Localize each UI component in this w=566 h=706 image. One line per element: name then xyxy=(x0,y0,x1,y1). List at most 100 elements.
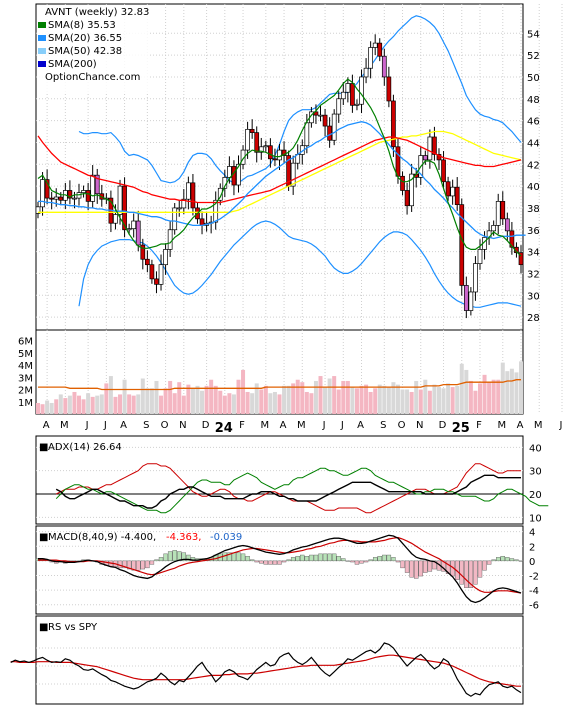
volume-bar xyxy=(227,393,232,414)
candle-body xyxy=(154,278,159,285)
volume-bar xyxy=(245,391,250,414)
chart-credit: OptionChance.com xyxy=(45,72,140,83)
volume-tick-label: 4M xyxy=(18,361,33,372)
candle-body xyxy=(404,190,410,207)
candle-body xyxy=(58,196,64,201)
volume-average-line xyxy=(38,379,521,391)
macd-tick-label: 4 xyxy=(529,528,535,539)
candle-body xyxy=(463,285,469,311)
volume-bar xyxy=(272,391,277,414)
candle-body xyxy=(350,83,355,106)
volume-bar xyxy=(200,390,205,414)
macd-histogram-bar xyxy=(277,560,282,565)
volume-bar xyxy=(364,384,369,414)
macd-histogram-bar xyxy=(482,560,487,571)
time-axis-label: J xyxy=(85,420,89,431)
adx-tick-label: 20 xyxy=(529,490,542,501)
candle-body xyxy=(441,159,446,183)
time-axis-label: A xyxy=(517,420,524,431)
volume-bar xyxy=(373,388,378,414)
volume-bar xyxy=(67,395,72,414)
price-tick-label: 28 xyxy=(527,313,540,324)
volume-bar xyxy=(427,390,432,414)
volume-bar xyxy=(127,394,132,414)
time-axis-label: F xyxy=(239,420,245,431)
macd-tick-label: -4 xyxy=(529,586,539,597)
macd-value-blue: -0.039 xyxy=(210,532,242,543)
adx-line xyxy=(55,474,521,509)
volume-bar xyxy=(40,404,45,414)
volume-tick-label: 5M xyxy=(18,349,33,360)
candle-body xyxy=(427,136,433,161)
time-axis-label: 25 xyxy=(452,421,470,436)
macd-histogram-bar xyxy=(409,560,414,578)
candle-body xyxy=(368,47,373,69)
volume-bar xyxy=(186,384,191,414)
candle-body xyxy=(327,125,332,141)
adx-panel: 10 20 30 40 ■ ADX(14) 26.64 xyxy=(35,435,549,525)
macd-histogram-bar xyxy=(331,553,337,562)
time-axis-label: J xyxy=(322,420,326,431)
candle-body xyxy=(190,182,196,209)
candle-body xyxy=(81,190,86,194)
volume-bar xyxy=(131,395,136,414)
candle-body xyxy=(445,181,451,197)
time-axis-label: O xyxy=(161,420,169,431)
price-tick-label: 32 xyxy=(527,269,540,280)
volume-bar xyxy=(496,379,501,414)
macd-histogram-bar xyxy=(336,555,341,562)
volume-bar xyxy=(268,393,273,414)
macd-histogram-bar xyxy=(163,553,168,562)
time-axis-label: A xyxy=(357,420,364,431)
macd-histogram-bar xyxy=(249,559,255,562)
adx-legend-swatch: ■ xyxy=(39,442,48,453)
macd-histogram-bar xyxy=(500,555,505,562)
volume-bar xyxy=(350,387,355,414)
macd-histogram-bar xyxy=(300,554,305,562)
candle-body xyxy=(359,76,364,105)
macd-histogram-bar xyxy=(509,558,515,562)
macd-histogram xyxy=(35,550,524,588)
volume-bar xyxy=(323,387,328,414)
candle-body xyxy=(113,214,118,224)
macd-histogram-bar xyxy=(377,555,382,562)
candle-body xyxy=(94,174,100,195)
candle-body xyxy=(509,230,515,248)
macd-tick-label: -2 xyxy=(529,571,539,582)
macd-histogram-bar xyxy=(304,555,310,562)
candle-body xyxy=(281,149,287,156)
volume-bar xyxy=(190,388,195,414)
candle-body xyxy=(363,67,369,78)
volume-bar xyxy=(286,385,291,414)
volume-bar xyxy=(336,389,341,414)
candle-body xyxy=(500,201,506,220)
candle-body xyxy=(176,207,182,210)
volume-bar xyxy=(282,385,287,414)
volume-bar xyxy=(49,402,54,414)
volume-bar xyxy=(204,385,209,414)
macd-histogram-bar xyxy=(400,560,405,569)
volume-bar xyxy=(113,396,118,414)
time-axis-label: M xyxy=(60,420,69,431)
macd-histogram-bar xyxy=(245,555,250,562)
volume-bar xyxy=(140,378,145,414)
volume-bar xyxy=(300,382,305,414)
candle-body xyxy=(459,204,465,286)
sma200-line xyxy=(38,130,522,213)
volume-bar xyxy=(409,391,414,414)
volume-bar xyxy=(104,383,109,414)
time-axis-label: M xyxy=(497,420,506,431)
time-axis-label: S xyxy=(143,420,149,431)
macd-histogram-bar xyxy=(167,551,173,562)
candle-body xyxy=(53,196,59,200)
volume-bar xyxy=(154,380,159,414)
macd-histogram-bar xyxy=(259,560,264,564)
macd-histogram-bar xyxy=(322,553,328,562)
price-tick-label: 34 xyxy=(527,248,540,259)
macd-histogram-bar xyxy=(309,554,314,562)
macd-line xyxy=(38,534,522,604)
time-axis-label: A xyxy=(43,420,50,431)
macd-histogram-bar xyxy=(395,560,401,563)
candle-body xyxy=(126,228,132,231)
candle-body xyxy=(258,146,264,153)
